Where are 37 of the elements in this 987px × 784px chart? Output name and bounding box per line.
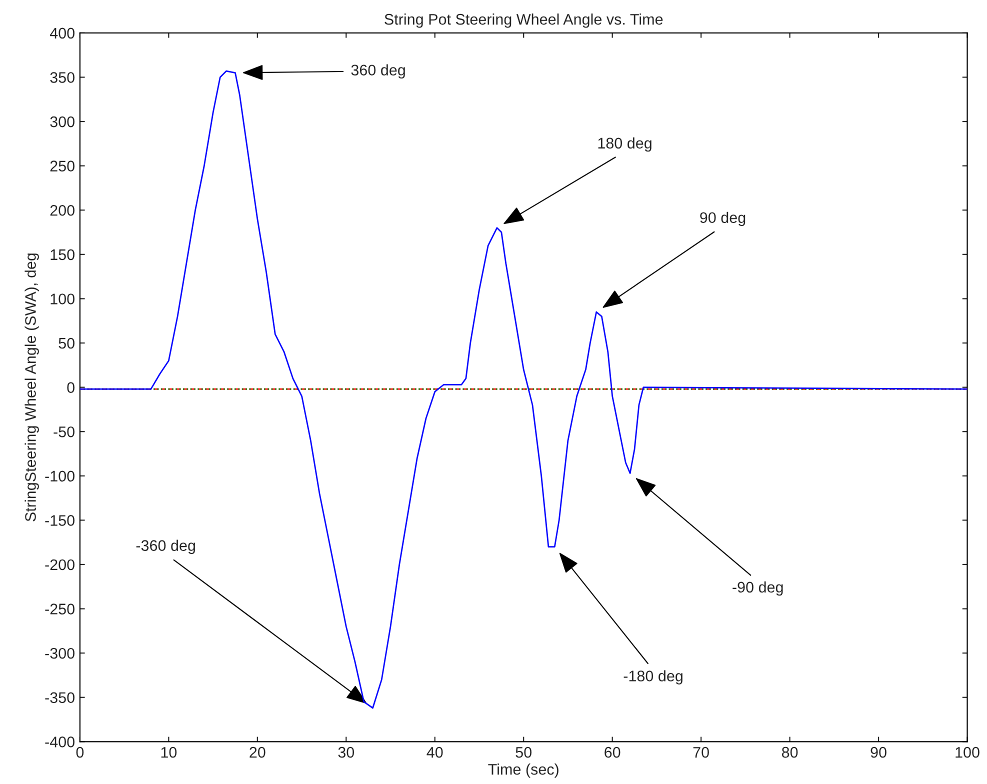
- x-tick-label: 70: [693, 746, 709, 758]
- annotation: -180 deg: [624, 670, 682, 684]
- x-tick-label: 40: [426, 746, 443, 758]
- y-tick-label: 100: [50, 294, 74, 304]
- y-axis-title: StringSteering Wheel Angle (SWA), deg: [24, 254, 39, 522]
- y-tick-label: 300: [50, 116, 74, 128]
- y-tick-label: -300: [45, 648, 74, 659]
- y-tick-label: -150: [45, 515, 74, 526]
- y-tick-label: -50: [54, 426, 74, 438]
- annotation: -360 deg: [136, 540, 195, 554]
- y-tick-label: 150: [50, 249, 74, 260]
- x-tick-label: 0: [76, 746, 84, 758]
- x-tick-label: 80: [782, 746, 798, 758]
- x-tick-label: 20: [250, 746, 266, 758]
- y-tick-label: -100: [45, 470, 74, 482]
- y-tick-label: 400: [50, 28, 74, 39]
- x-axis-title: Time (sec): [488, 764, 558, 778]
- annotation: -90 deg: [732, 581, 783, 596]
- x-tick-label: 90: [870, 746, 886, 758]
- y-tick-label: 350: [50, 72, 74, 83]
- chart-title: String Pot Steering Wheel Angle vs. Time: [384, 14, 663, 28]
- y-tick-label: 250: [50, 160, 74, 172]
- y-tick-label: -200: [45, 559, 74, 570]
- x-tick-label: 30: [338, 746, 354, 758]
- y-tick-label: -350: [45, 692, 74, 704]
- y-tick-label: 0: [67, 382, 74, 393]
- annotation: 90 deg: [700, 212, 746, 226]
- y-tick-label: 50: [58, 338, 74, 349]
- annotation: 180 deg: [598, 137, 652, 152]
- annotation: 360 deg: [351, 64, 405, 79]
- x-tick-label: 50: [516, 746, 532, 758]
- y-tick-label: -400: [45, 736, 74, 748]
- x-tick-label: 100: [956, 746, 980, 758]
- x-tick-label: 60: [604, 746, 620, 758]
- y-tick-label: -250: [45, 604, 74, 614]
- x-tick-label: 10: [161, 746, 177, 758]
- y-tick-label: 200: [50, 204, 74, 216]
